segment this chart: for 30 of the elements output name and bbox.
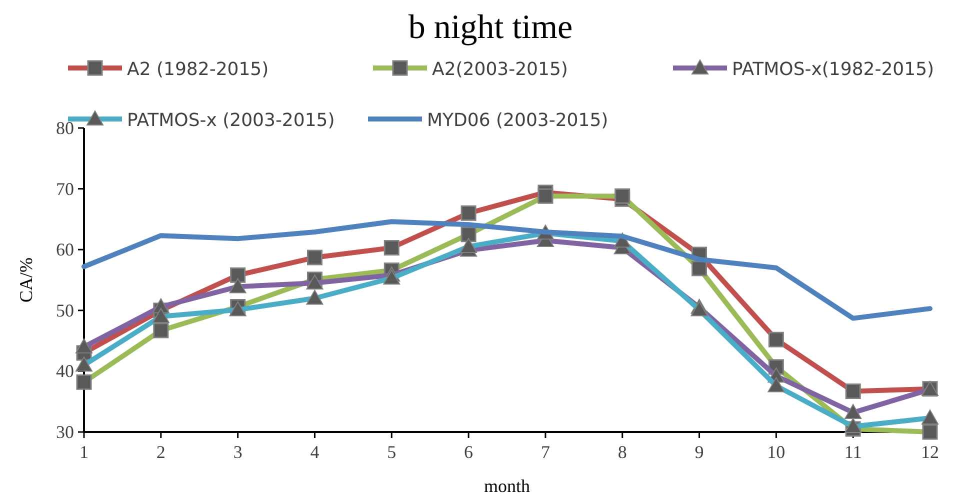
y-tick-label: 30 — [56, 422, 74, 442]
x-tick-label: 5 — [387, 442, 396, 462]
x-tick-label: 6 — [464, 442, 474, 462]
x-tick-label: 4 — [310, 442, 320, 462]
y-tick-label: 60 — [56, 240, 74, 260]
x-tick-label: 2 — [156, 442, 166, 462]
x-tick-label: 7 — [540, 442, 550, 462]
point — [844, 404, 862, 420]
legend-label: MYD06 (2003-2015) — [427, 110, 608, 131]
x-tick-label: 1 — [80, 442, 88, 462]
y-tick-label: 80 — [56, 118, 74, 138]
x-tick-label: 8 — [618, 442, 627, 462]
y-tick-label: 70 — [56, 178, 74, 199]
y-tick-label: 40 — [56, 361, 74, 382]
y-axis-title: CA/% — [16, 257, 36, 302]
point — [229, 278, 246, 294]
x-tick-label: 9 — [694, 442, 704, 462]
x-tick-label: 11 — [844, 442, 862, 462]
legend-label: PATMOS-x(1982-2015) — [732, 59, 934, 80]
x-tick-label: 3 — [233, 442, 242, 462]
point — [76, 338, 92, 354]
legend-label: A2(2003-2015) — [432, 59, 568, 80]
y-tick-label: 50 — [56, 300, 74, 320]
legend-label: PATMOS-x (2003-2015) — [127, 110, 335, 131]
legend-label: A2 (1982-2015) — [127, 59, 269, 80]
x-tick-label: 10 — [767, 442, 786, 462]
x-axis-title: month — [484, 476, 530, 496]
x-tick-label: 12 — [921, 442, 939, 462]
chart-title: b night time — [408, 9, 573, 46]
point — [306, 274, 324, 290]
